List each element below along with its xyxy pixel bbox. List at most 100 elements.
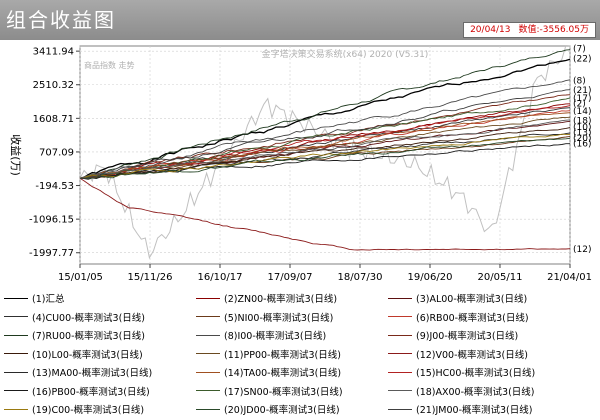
legend-swatch [388,334,412,336]
x-tick-label: 17/09/07 [268,272,313,283]
series-line[interactable] [79,120,571,179]
legend-swatch [196,297,220,299]
legend-entry[interactable]: (12)V00-概率测试3(日线) [388,346,528,362]
legend-swatch [388,353,412,354]
series-line[interactable] [79,137,571,180]
legend-entry[interactable]: (4)CU00-概率测试3(日线) [4,309,145,325]
chart-subtitle: 商品指数 走势 [84,60,135,70]
legend-entry[interactable]: (17)SN00-概率测试3(日线) [196,383,343,399]
status-date: 20/04/13 [470,25,511,35]
legend-entry[interactable]: (16)PB00-概率测试3(日线) [4,383,150,399]
legend-label: (2)ZN00-概率测试3(日线) [224,294,338,305]
legend-label: (8)I00-概率测试3(日线) [224,331,327,342]
legend-swatch [388,390,412,391]
legend-entry[interactable]: (1)汇总 [4,290,64,306]
x-tick-label: 15/01/05 [58,272,103,283]
series-end-label: (10) [573,123,591,133]
series-line[interactable] [79,116,571,179]
legend-entry[interactable]: (7)RU00-概率测试3(日线) [4,327,145,343]
legend-label: (4)CU00-概率测试3(日线) [32,312,146,324]
legend-entry[interactable]: (18)AX00-概率测试3(日线) [388,383,534,399]
series-line[interactable] [79,89,571,179]
legend-label: (14)TA00-概率测试3(日线) [224,368,342,379]
series-end-label: (8) [573,77,586,87]
legend-swatch [4,371,28,373]
watermark-text: 金字塔决策交易系统(x64) 2020 (V5.31) [262,48,429,60]
series-line[interactable] [79,132,571,179]
series-line[interactable] [79,119,571,179]
window-title: 组合收益图 [6,8,116,32]
legend-label: (12)V00-概率测试3(日线) [416,349,528,361]
legend-label: (9)J00-概率测试3(日线) [416,331,519,342]
legend-swatch [4,316,28,317]
legend-entry[interactable]: (14)TA00-概率测试3(日线) [196,364,341,380]
legend-entry[interactable]: (10)L00-概率测试3(日线) [4,346,143,362]
x-tick-label: 15/11/26 [128,272,173,283]
legend-swatch [196,334,220,336]
legend-entry[interactable]: (6)RB00-概率测试3(日线) [388,309,529,325]
series-end-label: (7) [573,45,586,55]
legend-label: (20)JD00-概率测试3(日线) [224,405,340,416]
legend-entry[interactable]: (2)ZN00-概率测试3(日线) [196,290,337,306]
legend-label: (11)PP00-概率测试3(日线) [224,349,341,361]
series-end-label: (22) [573,54,591,64]
y-tick-label: -194.53 [35,181,74,192]
x-tick-label: 21/04/01 [547,272,592,283]
legend-entry[interactable]: (15)HC00-概率测试3(日线) [388,364,535,380]
series-end-label: (14) [573,107,591,117]
legend-swatch [388,297,412,299]
y-tick-label: 3411.94 [33,47,74,58]
legend-entry[interactable]: (21)JM00-概率测试3(日线) [388,401,532,417]
legend-swatch [388,371,412,373]
legend-swatch [196,353,220,354]
legend-swatch [4,297,28,299]
legend-entry[interactable]: (5)NI00-概率测试3(日线) [196,309,333,325]
legend-swatch [4,353,28,354]
series-line[interactable] [79,133,570,179]
legend-entry[interactable]: (13)MA00-概率测试3(日线) [4,364,152,380]
legend-entry[interactable]: (19)C00-概率测试3(日线) [4,401,144,417]
series-end-label: (20) [573,134,591,144]
series-end-label: (2) [573,99,586,109]
legend-entry[interactable]: (3)AL00-概率测试3(日线) [388,290,527,306]
legend-entry[interactable]: (9)J00-概率测试3(日线) [388,327,518,343]
series-line[interactable] [79,94,571,179]
y-tick-label: -1997.77 [29,248,74,259]
legend-swatch [196,316,220,317]
chart-legend: (1)汇总 (2)ZN00-概率测试3(日线) (3)AL00-概率测试3(日线) (… [0,288,600,420]
series-line[interactable] [79,79,571,179]
legend-label: (10)L00-概率测试3(日线) [32,349,143,361]
series-line[interactable] [79,177,571,251]
legend-entry[interactable]: (20)JD00-概率测试3(日线) [196,401,340,417]
series-end-label: (21) [573,86,591,96]
series-line[interactable] [79,143,570,180]
legend-label: (6)RB00-概率测试3(日线) [416,312,529,324]
combined-return-chart[interactable]: 金字塔决策交易系统(x64) 2020 (V5.31) 商品指数 走势 3411.9… [0,40,600,288]
series-line[interactable] [79,97,571,179]
y-tick-label: 2510.32 [33,80,74,91]
legend-swatch [196,408,220,410]
legend-swatch [388,408,412,410]
series-end-label: (16) [573,140,591,150]
series-line[interactable] [79,49,571,179]
x-tick-label: 16/10/17 [198,272,243,283]
legend-label: (3)AL00-概率测试3(日线) [416,294,528,305]
series-end-label: (13) [573,128,591,138]
y-tick-label: 707.09 [39,147,74,158]
series-line[interactable] [79,58,571,179]
x-tick-label: 18/07/30 [338,272,383,283]
x-tick-label: 20/05/11 [478,272,523,283]
series-end-label: (18) [573,117,591,127]
legend-swatch [196,371,220,373]
legend-swatch [4,334,28,336]
y-tick-label: 1608.71 [33,114,74,125]
title-bar: 组合收益图 20/04/13 数值:-3556.05万 [0,0,600,40]
legend-swatch [4,390,28,391]
legend-entry[interactable]: (11)PP00-概率测试3(日线) [196,346,341,362]
legend-label: (15)HC00-概率测试3(日线) [416,368,536,379]
x-tick-label: 19/06/20 [408,272,453,283]
series-line[interactable] [79,105,571,179]
series-end-label: (17) [573,94,591,104]
legend-swatch [388,316,412,317]
legend-entry[interactable]: (8)I00-概率测试3(日线) [196,327,326,343]
